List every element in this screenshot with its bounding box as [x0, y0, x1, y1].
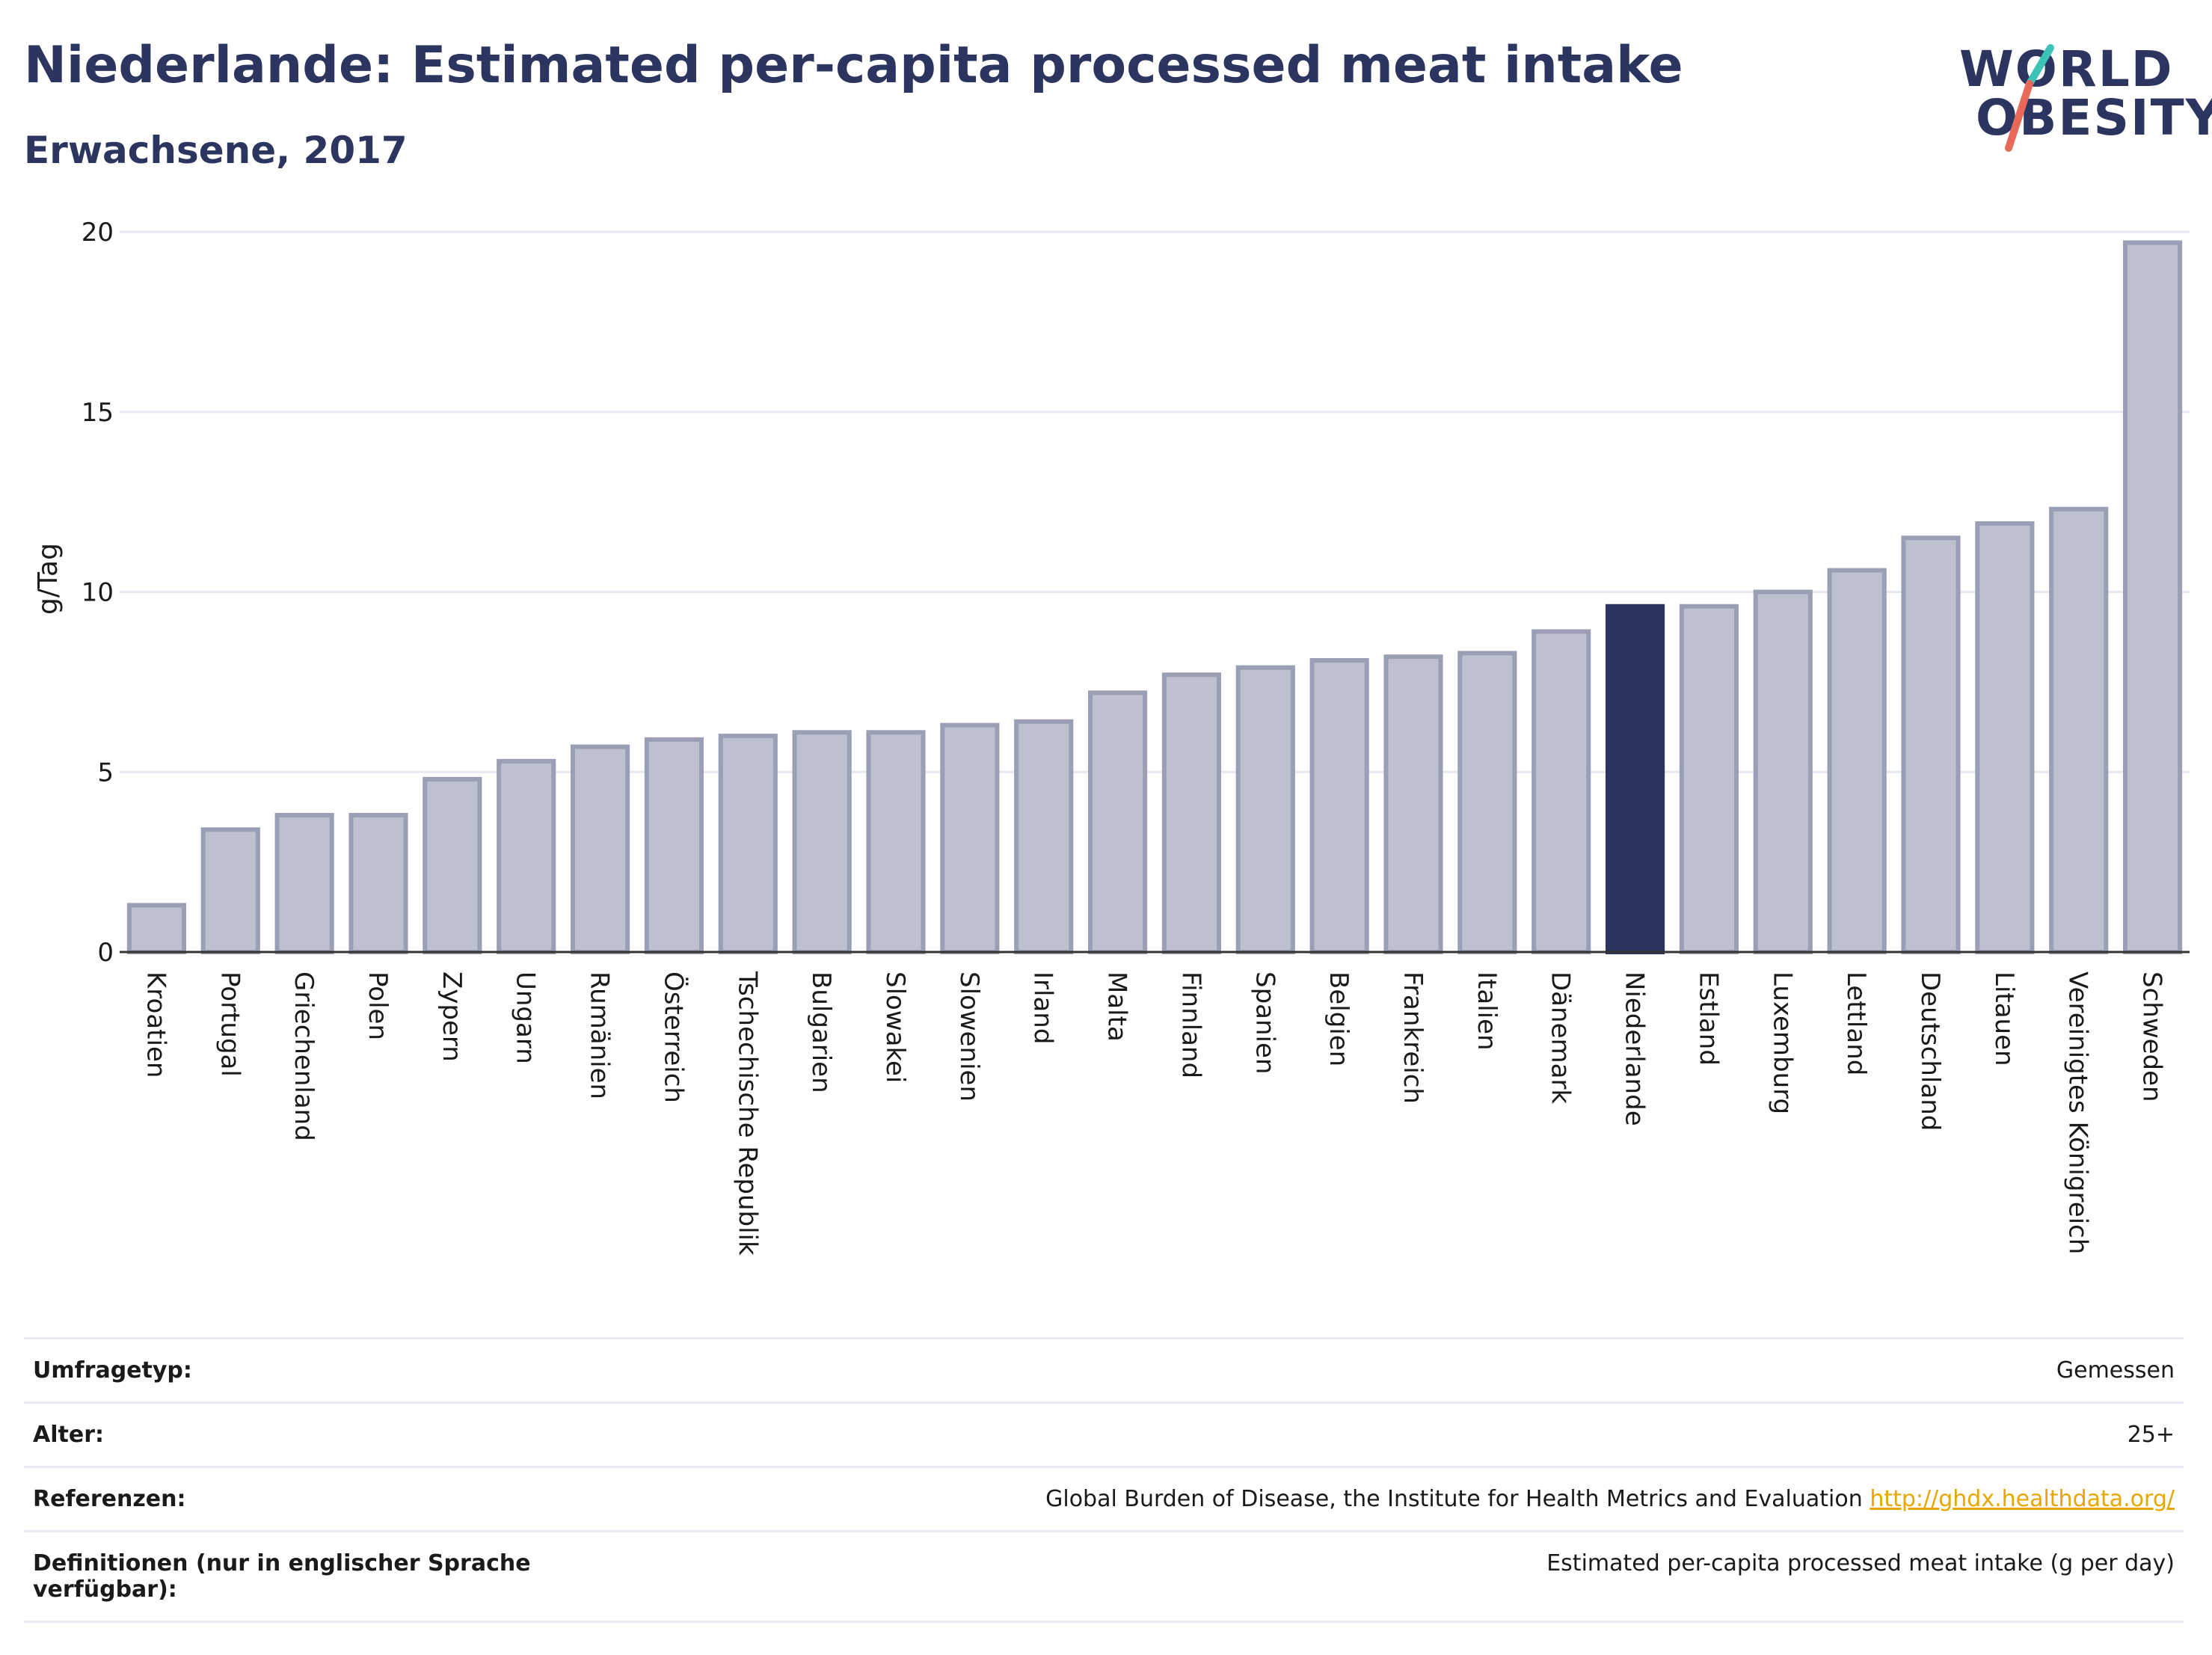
info-row-age: Alter: 25+ — [24, 1401, 2184, 1467]
definitions-value: Estimated per-capita processed meat inta… — [565, 1530, 2184, 1623]
logo-word-world: WORLD — [1959, 40, 2174, 98]
world-obesity-logo: WORLD OBESITY — [1952, 37, 2212, 157]
y-tick-label: 20 — [82, 218, 114, 248]
x-tick-label: Schweden — [2137, 971, 2167, 1102]
bar-estland — [1679, 604, 1739, 954]
x-tick-label: Ungarn — [511, 971, 541, 1064]
bar-finnland — [1161, 672, 1222, 954]
references-label: Referenzen: — [24, 1466, 565, 1532]
y-tick-label: 15 — [82, 398, 114, 428]
y-axis-ticks: 0 5 10 15 20 — [82, 218, 114, 968]
chart-title: Niederlande: Estimated per-capita proces… — [24, 36, 1683, 95]
bar-slowakei — [866, 730, 926, 954]
x-tick-label: Slowenien — [954, 971, 984, 1102]
bar-portugal — [200, 827, 260, 954]
x-tick-label: Lettland — [1841, 971, 1871, 1075]
x-tick-label: Österreich — [658, 971, 689, 1103]
bar-bulgarien — [792, 730, 852, 954]
x-tick-label: Bulgarien — [806, 971, 836, 1093]
bar-dänemark — [1531, 629, 1591, 955]
x-tick-label: Vereinigtes Königreich — [2063, 971, 2093, 1254]
info-row-survey-type: Umfragetyp: Gemessen — [24, 1337, 2184, 1403]
x-axis-ticks: Kroatien Portugal Griechenland Polen Zypern U… — [141, 971, 2166, 1256]
x-tick-label: Spanien — [1250, 971, 1279, 1074]
x-tick-label: Portugal — [215, 971, 245, 1077]
bar-frankreich — [1383, 654, 1443, 954]
y-tick-label: 0 — [97, 938, 114, 968]
bar-irland — [1014, 719, 1074, 955]
x-tick-label: Luxemburg — [1767, 971, 1797, 1114]
bars — [120, 240, 2190, 955]
age-value: 25+ — [565, 1401, 2184, 1467]
x-tick-label: Dänemark — [1546, 971, 1576, 1104]
survey-type-value: Gemessen — [565, 1337, 2184, 1403]
definitions-label: Definitionen (nur in englischer Sprache … — [24, 1530, 565, 1623]
x-tick-label: Malta — [1102, 971, 1132, 1042]
bar-slowenien — [940, 722, 1000, 955]
bar-malta — [1087, 690, 1148, 954]
bar-kroatien — [126, 903, 187, 955]
bar-italien — [1457, 651, 1517, 954]
x-tick-label: Finnland — [1176, 971, 1205, 1078]
y-tick-label: 10 — [82, 578, 114, 608]
chart-subtitle: Erwachsene, 2017 — [24, 129, 408, 172]
x-tick-label: Kroatien — [141, 971, 170, 1078]
x-tick-label: Litauen — [1989, 971, 2019, 1066]
x-tick-label: Frankreich — [1398, 971, 1428, 1104]
x-tick-label: Niederlande — [1620, 971, 1650, 1126]
bar-griechenland — [274, 813, 334, 955]
x-tick-label: Tschechische Republik — [732, 971, 762, 1256]
references-link[interactable]: http://ghdx.healthdata.org/ — [1870, 1486, 2175, 1512]
bar-österreich — [644, 737, 704, 954]
x-tick-label: Slowakei — [880, 971, 910, 1083]
info-row-references: Referenzen: Global Burden of Disease, th… — [24, 1466, 2184, 1532]
bar-zypern — [423, 776, 482, 954]
info-table: Umfragetyp: Gemessen Alter: 25+ Referenz… — [24, 1337, 2184, 1623]
info-row-definitions: Definitionen (nur in englischer Sprache … — [24, 1530, 2184, 1623]
x-tick-label: Polen — [363, 971, 393, 1040]
bar-polen — [348, 813, 408, 955]
references-text: Global Burden of Disease, the Institute … — [1045, 1486, 1863, 1512]
references-value: Global Burden of Disease, the Institute … — [565, 1466, 2184, 1532]
x-tick-label: Rumänien — [585, 971, 615, 1099]
survey-type-label: Umfragetyp: — [24, 1337, 565, 1403]
bar-luxemburg — [1753, 589, 1813, 954]
bar-belgien — [1309, 657, 1369, 954]
bar-niederlande — [1605, 604, 1665, 954]
x-tick-label: Griechenland — [289, 971, 319, 1141]
y-tick-label: 5 — [97, 758, 114, 787]
age-label: Alter: — [24, 1401, 565, 1467]
bar-tschechische-republik — [718, 734, 778, 954]
bar-rumänien — [570, 744, 630, 954]
x-tick-label: Deutschland — [1915, 971, 1945, 1131]
x-tick-label: Belgien — [1324, 971, 1354, 1066]
bar-schweden — [2122, 240, 2183, 954]
bar-litauen — [1975, 521, 2035, 954]
x-tick-label: Zypern — [437, 971, 467, 1062]
bar-ungarn — [497, 758, 556, 954]
y-axis-label: g/Tag — [33, 543, 64, 615]
x-tick-label: Italien — [1472, 971, 1502, 1051]
bar-lettland — [1827, 568, 1887, 954]
bar-vereinigtes-königreich — [2049, 506, 2109, 954]
bar-chart: 0 5 10 15 20 Kroatien Portugal Griechenland Pol… — [33, 218, 2190, 1256]
logo-slash-icon — [2005, 44, 2054, 152]
x-tick-label: Estland — [1693, 971, 1723, 1066]
bar-deutschland — [1901, 535, 1961, 954]
x-tick-label: Irland — [1028, 971, 1058, 1044]
bar-spanien — [1235, 665, 1295, 954]
